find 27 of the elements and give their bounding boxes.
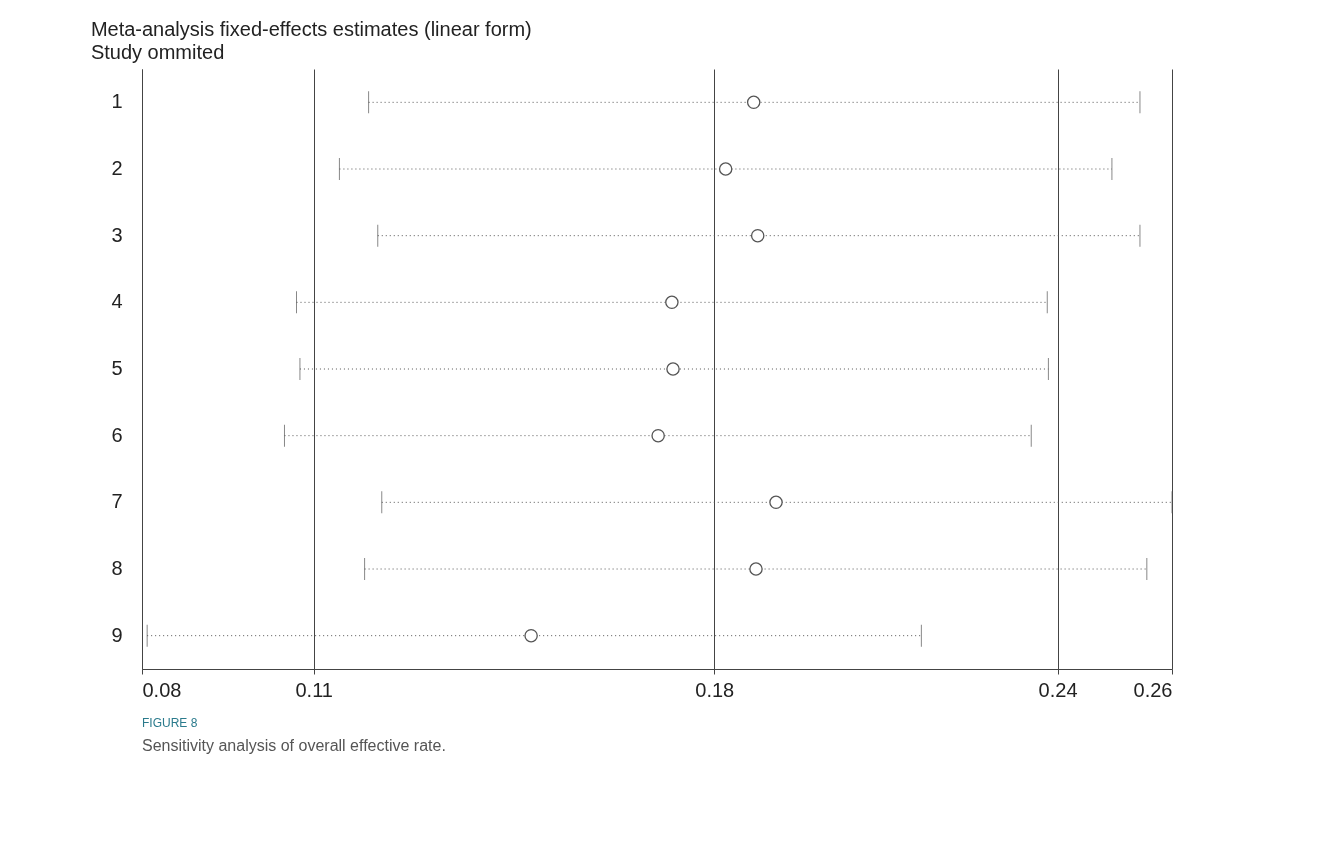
chart-title: Meta-analysis fixed-effects estimates (linear form) — [90, 18, 532, 40]
y-tick-label: 3 — [111, 223, 123, 246]
point — [749, 562, 763, 576]
x-tick-label: 0.11 — [295, 678, 333, 701]
y-tick-label: 4 — [111, 290, 123, 313]
x-tick-label: 0.24 — [1038, 678, 1078, 701]
point — [666, 362, 680, 376]
point — [750, 228, 765, 243]
y-tick-label: 6 — [111, 423, 123, 446]
point — [651, 428, 665, 443]
x-tick-label: 0.18 — [695, 678, 735, 701]
y-tick-label: 5 — [111, 357, 123, 379]
caption: FIGURE 8 — [142, 716, 198, 730]
y-tick-label: 1 — [111, 90, 123, 113]
x-tick-label: 0.08 — [142, 678, 182, 701]
point — [746, 95, 761, 110]
y-tick-label: 2 — [111, 157, 123, 179]
point — [718, 162, 733, 176]
chart-subtitle: Study ommited — [90, 41, 225, 63]
point — [524, 628, 538, 643]
y-tick-label: 8 — [111, 557, 123, 579]
y-tick-label: 9 — [111, 623, 123, 646]
text: Sensitivity analysis of overall effective rate. — [142, 737, 446, 754]
x-tick-label: 0.26 — [1133, 678, 1173, 701]
y-tick-label: 7 — [111, 490, 123, 513]
point — [769, 495, 783, 510]
point — [665, 295, 679, 310]
